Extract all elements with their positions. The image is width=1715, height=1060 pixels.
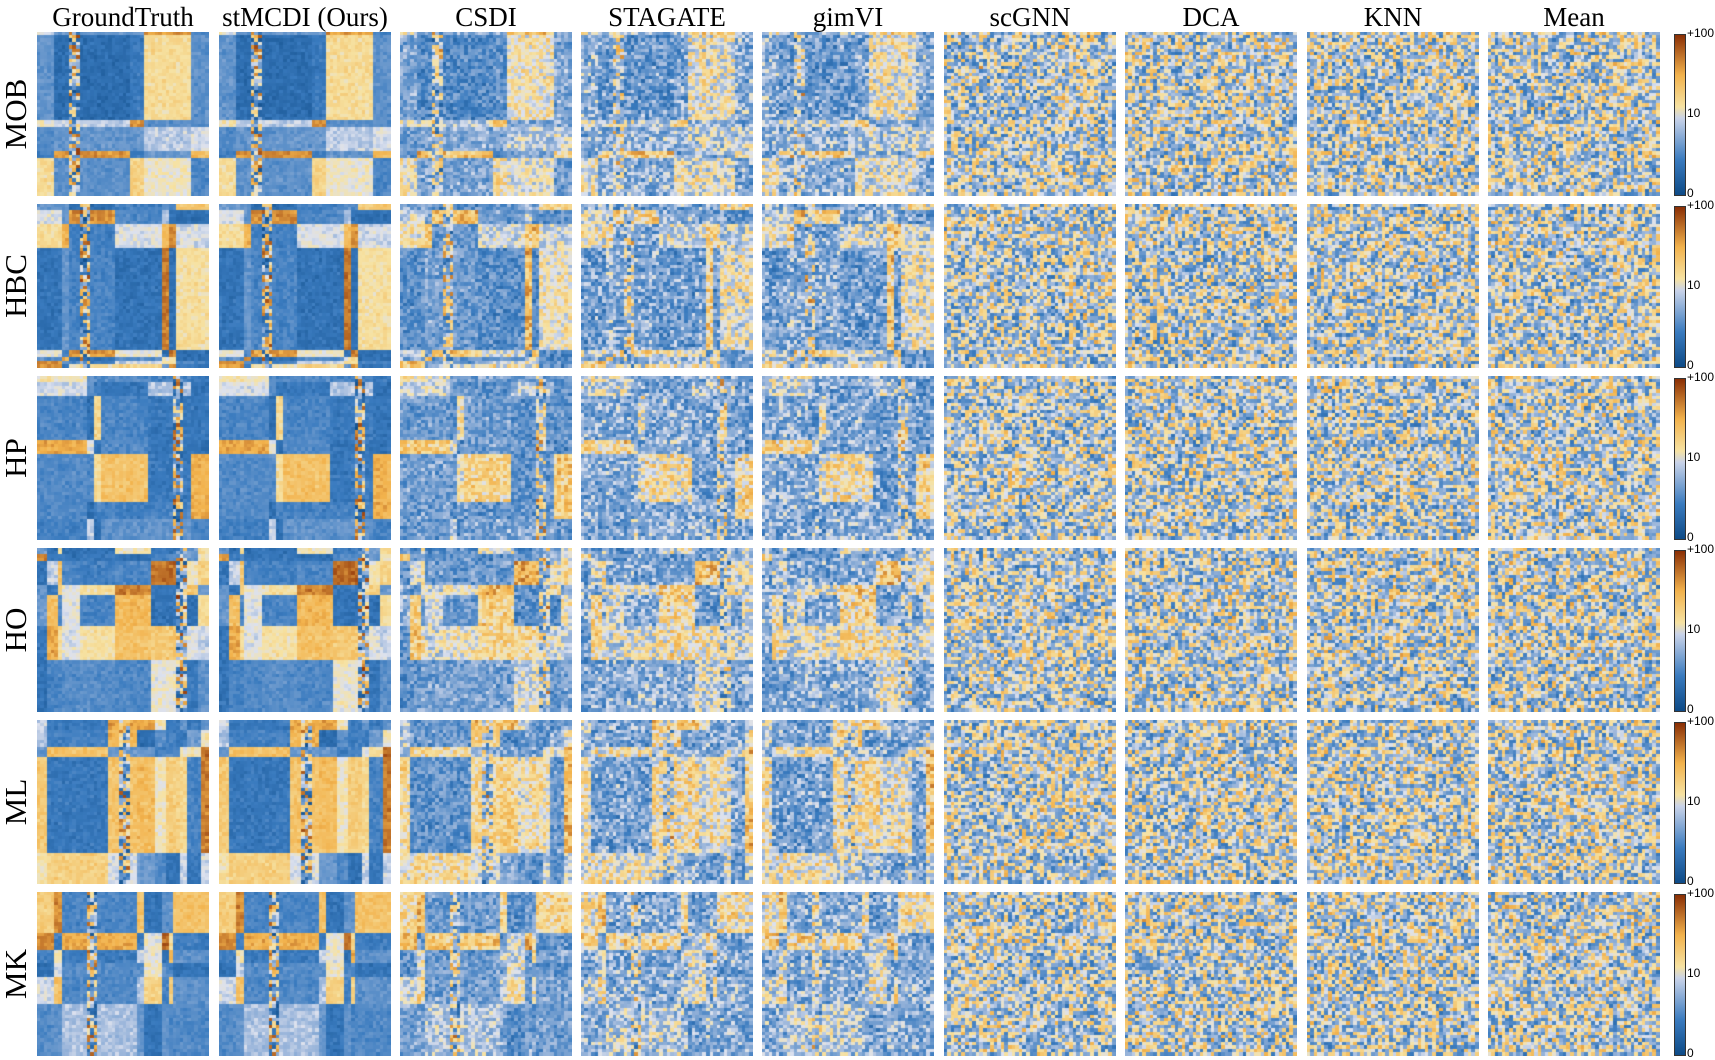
heatmap-panel <box>219 548 391 712</box>
heatmap-panel <box>37 720 209 884</box>
heatmap-panel <box>400 32 572 196</box>
heatmap-panel <box>37 32 209 196</box>
heatmap-panel <box>762 720 934 884</box>
heatmap-panel <box>1125 892 1297 1056</box>
heatmap-panel <box>37 548 209 712</box>
heatmap-panel <box>944 548 1116 712</box>
colorbar-tick-label: 10 <box>1687 622 1701 636</box>
heatmap-panel <box>400 376 572 540</box>
colorbar <box>1674 550 1686 712</box>
colorbar-tick-label: 10 <box>1687 450 1701 464</box>
heatmap-panel <box>37 376 209 540</box>
colorbar-tick-label: +100 <box>1687 714 1715 728</box>
heatmap-panel <box>581 548 753 712</box>
heatmap-panel <box>400 204 572 368</box>
heatmap-panel <box>762 548 934 712</box>
colorbar-tick-label: 10 <box>1687 794 1701 808</box>
heatmap-panel <box>37 204 209 368</box>
heatmap-panel <box>581 720 753 884</box>
heatmap-panel <box>944 892 1116 1056</box>
row-label: MOB <box>0 78 33 150</box>
colorbar <box>1674 378 1686 540</box>
heatmap-panel <box>1307 720 1479 884</box>
heatmap-panel <box>1125 376 1297 540</box>
colorbar <box>1674 722 1686 884</box>
column-title: STAGATE <box>608 2 726 32</box>
heatmap-panel <box>1488 548 1660 712</box>
heatmap-panel <box>219 720 391 884</box>
column-title: gimVI <box>812 2 884 32</box>
column-title: KNN <box>1363 2 1423 32</box>
row-label: HBC <box>0 254 33 318</box>
column-title: CSDI <box>455 2 517 32</box>
heatmap-panel <box>219 376 391 540</box>
colorbar-tick-label: 10 <box>1687 278 1701 292</box>
colorbar <box>1674 34 1686 196</box>
heatmap-panel <box>1488 892 1660 1056</box>
heatmap-panel <box>944 204 1116 368</box>
row-label: HO <box>0 607 33 653</box>
heatmap-panel <box>581 204 753 368</box>
colorbar-tick-label: +100 <box>1687 370 1715 384</box>
colorbar-tick-label: 0 <box>1687 702 1694 716</box>
heatmap-panel <box>1307 204 1479 368</box>
heatmap-panel <box>1125 204 1297 368</box>
heatmap-panel <box>581 32 753 196</box>
colorbar-tick-label: 0 <box>1687 874 1694 888</box>
heatmap-panel <box>400 892 572 1056</box>
heatmap-panel <box>1307 376 1479 540</box>
heatmap-panel <box>944 32 1116 196</box>
heatmap-panel <box>37 892 209 1056</box>
heatmap-panel <box>400 720 572 884</box>
heatmap-panel <box>1307 892 1479 1056</box>
colorbar-tick-label: +100 <box>1687 198 1715 212</box>
heatmap-panel <box>1307 32 1479 196</box>
colorbar-tick-label: 10 <box>1687 966 1701 980</box>
heatmap-panel <box>1307 548 1479 712</box>
colorbar-tick-label: +100 <box>1687 542 1715 556</box>
heatmap-panel <box>762 376 934 540</box>
heatmap-panel <box>400 548 572 712</box>
column-title: GroundTruth <box>52 2 194 32</box>
column-title: scGNN <box>989 2 1071 32</box>
colorbar-tick-label: 0 <box>1687 186 1694 200</box>
colorbar <box>1674 894 1686 1056</box>
colorbar-tick-label: 0 <box>1687 1046 1694 1060</box>
row-label: HP <box>0 438 33 478</box>
column-title: DCA <box>1182 2 1240 32</box>
heatmap-panel <box>219 204 391 368</box>
heatmap-panel <box>1125 32 1297 196</box>
colorbar-tick-label: 0 <box>1687 530 1694 544</box>
heatmap-panel <box>1125 720 1297 884</box>
colorbar <box>1674 206 1686 368</box>
colorbar-tick-label: +100 <box>1687 886 1715 900</box>
column-title: Mean <box>1543 2 1605 32</box>
heatmap-panel <box>1488 204 1660 368</box>
heatmap-panel <box>581 376 753 540</box>
colorbar-tick-label: 0 <box>1687 358 1694 372</box>
row-label: ML <box>0 778 33 826</box>
heatmap-panel <box>219 892 391 1056</box>
colorbar-tick-label: +100 <box>1687 26 1715 40</box>
heatmap-panel <box>219 32 391 196</box>
heatmap-panel <box>944 376 1116 540</box>
heatmap-panel <box>762 204 934 368</box>
heatmap-panel <box>762 892 934 1056</box>
heatmap-panel <box>1125 548 1297 712</box>
heatmap-panel <box>1488 720 1660 884</box>
heatmap-panel <box>1488 376 1660 540</box>
column-title: stMCDI (Ours) <box>222 2 388 32</box>
heatmap-panel <box>581 892 753 1056</box>
heatmap-panel <box>944 720 1116 884</box>
heatmap-panel <box>1488 32 1660 196</box>
colorbar-tick-label: 10 <box>1687 106 1701 120</box>
row-label: MK <box>0 949 33 999</box>
heatmap-panel <box>762 32 934 196</box>
